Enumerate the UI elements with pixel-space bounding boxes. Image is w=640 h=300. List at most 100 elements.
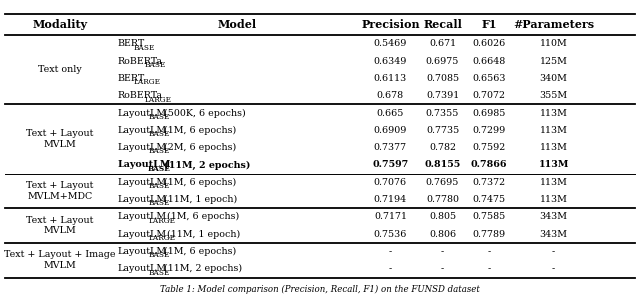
Text: 0.6975: 0.6975 xyxy=(426,57,460,66)
Text: (1M, 6 epochs): (1M, 6 epochs) xyxy=(164,212,239,221)
Text: -: - xyxy=(487,247,491,256)
Text: LayoutLM: LayoutLM xyxy=(117,195,166,204)
Text: 0.7072: 0.7072 xyxy=(472,91,506,100)
Text: 0.6648: 0.6648 xyxy=(472,57,506,66)
Text: 0.7597: 0.7597 xyxy=(372,160,408,169)
Text: 0.7171: 0.7171 xyxy=(374,212,407,221)
Text: 125M: 125M xyxy=(540,57,568,66)
Text: BASE: BASE xyxy=(145,61,166,69)
Text: Text + Layout
MVLM: Text + Layout MVLM xyxy=(26,216,93,235)
Text: Text + Layout + Image
MVLM: Text + Layout + Image MVLM xyxy=(4,250,116,270)
Text: (1M, 6 epochs): (1M, 6 epochs) xyxy=(161,126,236,135)
Text: (1M, 6 epochs): (1M, 6 epochs) xyxy=(161,247,236,256)
Text: 0.7194: 0.7194 xyxy=(374,195,407,204)
Text: LayoutLM: LayoutLM xyxy=(117,178,166,187)
Text: 0.7695: 0.7695 xyxy=(426,178,460,187)
Text: 0.805: 0.805 xyxy=(429,212,456,221)
Text: 0.7780: 0.7780 xyxy=(426,195,459,204)
Text: 0.7076: 0.7076 xyxy=(374,178,407,187)
Text: (11M, 2 epochs): (11M, 2 epochs) xyxy=(161,264,242,273)
Text: LayoutLM: LayoutLM xyxy=(117,247,166,256)
Text: 0.7355: 0.7355 xyxy=(426,109,460,118)
Text: (500K, 6 epochs): (500K, 6 epochs) xyxy=(161,109,246,118)
Text: Text + Layout
MVLM: Text + Layout MVLM xyxy=(26,129,93,149)
Text: 0.7536: 0.7536 xyxy=(374,230,407,239)
Text: 0.7372: 0.7372 xyxy=(472,178,506,187)
Text: BASE: BASE xyxy=(133,44,155,52)
Text: -: - xyxy=(441,264,444,273)
Text: 0.6985: 0.6985 xyxy=(472,109,506,118)
Text: LayoutLM: LayoutLM xyxy=(117,143,166,152)
Text: 0.7391: 0.7391 xyxy=(426,91,459,100)
Text: LayoutLM: LayoutLM xyxy=(117,126,166,135)
Text: 113M: 113M xyxy=(540,109,568,118)
Text: 0.678: 0.678 xyxy=(377,91,404,100)
Text: LARGE: LARGE xyxy=(133,78,160,86)
Text: BASE: BASE xyxy=(148,113,170,121)
Text: 0.8155: 0.8155 xyxy=(424,160,461,169)
Text: BASE: BASE xyxy=(148,148,170,155)
Text: -: - xyxy=(388,247,392,256)
Text: RoBERTa: RoBERTa xyxy=(117,57,162,66)
Text: BASE: BASE xyxy=(148,269,170,277)
Text: Modality: Modality xyxy=(32,19,88,30)
Text: Table 1: Model comparison (Precision, Recall, F1) on the FUNSD dataset: Table 1: Model comparison (Precision, Re… xyxy=(160,285,480,294)
Text: Text only: Text only xyxy=(38,65,82,74)
Text: BASE: BASE xyxy=(148,251,170,259)
Text: 340M: 340M xyxy=(540,74,568,83)
Text: 113M: 113M xyxy=(540,126,568,135)
Text: LayoutLM: LayoutLM xyxy=(117,109,166,118)
Text: 0.7475: 0.7475 xyxy=(472,195,506,204)
Text: 355M: 355M xyxy=(540,91,568,100)
Text: 113M: 113M xyxy=(540,178,568,187)
Text: BASE: BASE xyxy=(148,182,170,190)
Text: (1M, 6 epochs): (1M, 6 epochs) xyxy=(161,178,236,187)
Text: BERT: BERT xyxy=(117,74,145,83)
Text: 0.806: 0.806 xyxy=(429,230,456,239)
Text: LayoutLM: LayoutLM xyxy=(117,264,166,273)
Text: 0.671: 0.671 xyxy=(429,39,456,48)
Text: F1: F1 xyxy=(481,19,497,30)
Text: 0.5469: 0.5469 xyxy=(374,39,407,48)
Text: 110M: 110M xyxy=(540,39,568,48)
Text: 0.6349: 0.6349 xyxy=(374,57,407,66)
Text: #Parameters: #Parameters xyxy=(513,19,594,30)
Text: 0.6026: 0.6026 xyxy=(472,39,506,48)
Text: 0.6113: 0.6113 xyxy=(374,74,407,83)
Text: LayoutLM: LayoutLM xyxy=(117,212,166,221)
Text: 343M: 343M xyxy=(540,230,568,239)
Text: 113M: 113M xyxy=(538,160,569,169)
Text: BASE: BASE xyxy=(148,130,170,138)
Text: (11M, 2 epochs): (11M, 2 epochs) xyxy=(161,160,250,169)
Text: -: - xyxy=(552,264,556,273)
Text: Model: Model xyxy=(217,19,257,30)
Text: LARGE: LARGE xyxy=(148,234,175,242)
Text: LARGE: LARGE xyxy=(148,217,175,225)
Text: 0.6563: 0.6563 xyxy=(472,74,506,83)
Text: 0.7735: 0.7735 xyxy=(426,126,459,135)
Text: 0.7585: 0.7585 xyxy=(472,212,506,221)
Text: (2M, 6 epochs): (2M, 6 epochs) xyxy=(161,143,236,152)
Text: (11M, 1 epoch): (11M, 1 epoch) xyxy=(161,195,237,204)
Text: 0.782: 0.782 xyxy=(429,143,456,152)
Text: 343M: 343M xyxy=(540,212,568,221)
Text: -: - xyxy=(487,264,491,273)
Text: LayoutLM: LayoutLM xyxy=(117,230,166,239)
Text: 0.7085: 0.7085 xyxy=(426,74,459,83)
Text: 0.665: 0.665 xyxy=(377,109,404,118)
Text: 0.7299: 0.7299 xyxy=(472,126,506,135)
Text: BASE: BASE xyxy=(148,165,171,173)
Text: -: - xyxy=(388,264,392,273)
Text: LARGE: LARGE xyxy=(145,95,172,104)
Text: BERT: BERT xyxy=(117,39,145,48)
Text: 113M: 113M xyxy=(540,143,568,152)
Text: Text + Layout
MVLM+MDC: Text + Layout MVLM+MDC xyxy=(26,181,93,201)
Text: 0.7377: 0.7377 xyxy=(374,143,407,152)
Text: 0.7789: 0.7789 xyxy=(472,230,506,239)
Text: 113M: 113M xyxy=(540,195,568,204)
Text: LayoutLM: LayoutLM xyxy=(117,160,170,169)
Text: 0.7866: 0.7866 xyxy=(470,160,508,169)
Text: Precision: Precision xyxy=(361,19,420,30)
Text: -: - xyxy=(552,247,556,256)
Text: 0.7592: 0.7592 xyxy=(472,143,506,152)
